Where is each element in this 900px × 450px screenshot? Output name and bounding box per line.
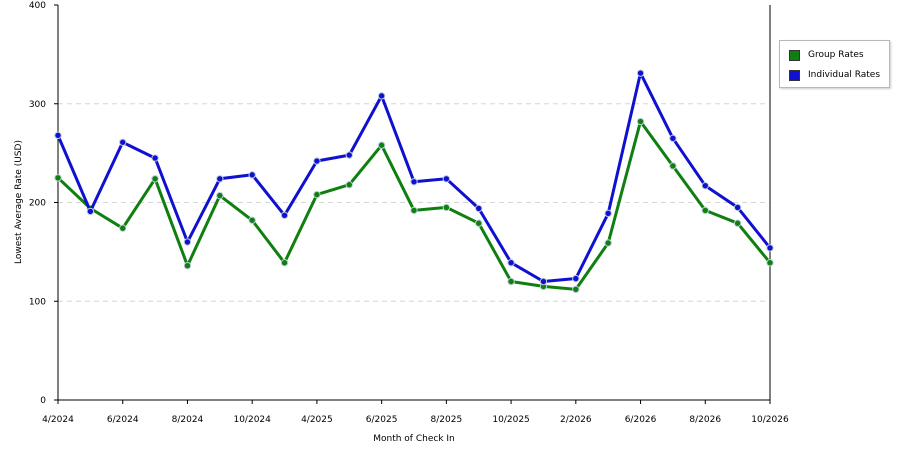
data-point <box>507 277 515 286</box>
x-axis-title: Month of Check In <box>373 434 455 444</box>
data-point <box>183 262 192 270</box>
data-point <box>701 206 709 215</box>
data-point <box>636 69 645 77</box>
x-tick-label: 10/2025 <box>492 415 529 425</box>
x-tick-label: 4/2024 <box>42 415 74 425</box>
legend-swatch-individual-rates <box>789 69 800 81</box>
legend: Group Rates Individual Rates <box>779 40 890 88</box>
data-point <box>539 277 548 286</box>
data-point <box>669 162 677 170</box>
x-tick-label: 8/2024 <box>172 415 204 425</box>
data-point <box>507 259 515 267</box>
series-group <box>54 69 774 294</box>
data-point <box>151 154 159 162</box>
data-point <box>151 175 159 183</box>
data-point <box>377 92 386 100</box>
data-point <box>216 191 224 200</box>
data-point <box>280 259 289 267</box>
data-point <box>248 216 256 224</box>
data-point <box>604 209 612 218</box>
data-point <box>183 238 192 246</box>
data-point <box>119 138 127 146</box>
data-point <box>248 171 256 179</box>
data-point <box>54 131 62 140</box>
x-tick-label: 10/2024 <box>233 415 271 425</box>
x-axis-ticks: 4/2024 6/2024 8/2024 10/2024 4/2025 6/2025 8/2… <box>42 400 789 425</box>
data-point <box>572 285 580 294</box>
y-tick-label: 0 <box>40 396 46 406</box>
data-point <box>345 151 353 159</box>
y-axis-title: Lowest Average Rate (USD) <box>14 140 24 264</box>
data-point <box>410 206 418 215</box>
data-point <box>701 182 709 190</box>
data-point <box>733 219 742 227</box>
series-line-group-rates <box>56 120 772 291</box>
data-point <box>669 134 677 143</box>
data-point <box>345 181 353 189</box>
data-point <box>636 117 645 126</box>
data-point <box>475 219 483 227</box>
data-point <box>572 274 580 283</box>
y-tick-label: 200 <box>29 199 46 209</box>
y-tick-label: 300 <box>29 100 46 110</box>
data-point <box>377 141 386 149</box>
data-point <box>604 239 612 247</box>
x-tick-label: 10/2026 <box>751 415 789 425</box>
y-axis-ticks: 0 100 200 300 400 <box>29 1 58 406</box>
legend-label-individual-rates: Individual Rates <box>808 70 881 80</box>
x-tick-label: 6/2025 <box>366 415 398 425</box>
x-tick-label: 2/2026 <box>560 415 592 425</box>
grid-lines <box>58 103 770 302</box>
x-tick-label: 6/2024 <box>107 415 139 425</box>
x-tick-label: 6/2026 <box>625 415 657 425</box>
y-tick-label: 400 <box>29 1 46 11</box>
data-point <box>216 175 224 183</box>
x-tick-label: 4/2025 <box>301 415 333 425</box>
data-point <box>119 224 127 232</box>
x-tick-label: 8/2026 <box>689 415 721 425</box>
legend-swatch-group-rates <box>789 49 800 61</box>
data-point <box>475 204 483 213</box>
x-tick-label: 8/2025 <box>431 415 463 425</box>
data-point <box>54 174 62 182</box>
legend-item-group-rates: Group Rates <box>789 48 864 62</box>
data-point <box>766 244 774 252</box>
data-point <box>766 259 774 267</box>
legend-item-individual-rates: Individual Rates <box>789 68 880 82</box>
data-point <box>442 175 451 183</box>
data-point <box>410 178 418 186</box>
data-point <box>280 211 289 220</box>
series-line-individual-rates <box>56 71 772 283</box>
legend-label-group-rates: Group Rates <box>808 50 864 60</box>
y-tick-label: 100 <box>29 297 46 307</box>
data-point <box>86 207 95 216</box>
data-point <box>313 190 321 199</box>
data-point <box>733 203 742 212</box>
data-point <box>442 203 451 212</box>
data-point <box>313 157 321 165</box>
